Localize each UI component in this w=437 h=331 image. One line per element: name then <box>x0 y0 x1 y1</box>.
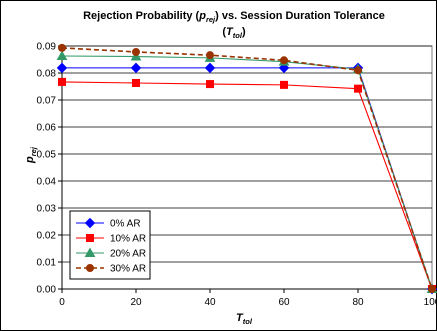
y-tick-label: 0.01 <box>37 258 57 269</box>
legend-marker-2 <box>86 234 94 242</box>
series-3-point <box>130 51 142 61</box>
legend-marker-1 <box>84 217 96 229</box>
y-tick-label: 0.07 <box>37 96 57 107</box>
series-4-point <box>58 43 66 52</box>
series-4-point <box>206 51 214 60</box>
series-2-point <box>132 78 140 87</box>
y-tick-label: 0.08 <box>37 69 57 80</box>
series-4-point <box>428 285 436 293</box>
legend-marker-3 <box>84 247 96 257</box>
x-axis-ticks: 0 20 40 60 80 100 <box>59 288 437 308</box>
chart-title-line2: (Ttol) <box>222 26 246 40</box>
series-line-3 <box>61 55 433 290</box>
series-2-point <box>280 80 288 89</box>
legend-label-1: 0% AR <box>110 219 141 230</box>
x-tick-label: 80 <box>352 297 364 308</box>
series-4-point <box>132 47 140 56</box>
legend-box <box>69 210 151 280</box>
series-4-point <box>280 56 288 65</box>
legend-label-4: 30% AR <box>110 264 146 275</box>
series-4-point <box>354 66 362 75</box>
y-tick-label: 0.03 <box>37 204 57 215</box>
series-2-point <box>354 84 362 93</box>
legend-label-2: 10% AR <box>110 234 146 245</box>
chart-title-line1: Rejection Probability (prej) vs. Session… <box>83 10 385 24</box>
series-line-4 <box>61 47 433 290</box>
x-tick-label: 40 <box>204 297 216 308</box>
series-2-point <box>206 80 214 89</box>
legend: 0% AR 10% AR 20% AR 30% AR <box>69 210 151 280</box>
y-axis-label: prej <box>24 146 38 164</box>
series-2-point <box>58 77 66 86</box>
legend-label-3: 20% AR <box>110 249 146 260</box>
series-1-point <box>204 62 216 74</box>
y-axis-ticks: 0.00 0.01 0.02 0.03 0.04 0.05 0.06 0.07 0.08 0.09 <box>37 42 63 296</box>
series-line-2 <box>61 81 433 290</box>
y-tick-label: 0.00 <box>37 285 57 296</box>
y-tick-label: 0.05 <box>37 150 57 161</box>
series-1-point <box>56 62 68 74</box>
series-1-point <box>130 62 142 74</box>
y-tick-label: 0.06 <box>37 123 57 134</box>
x-tick-label: 60 <box>278 297 290 308</box>
legend-marker-4 <box>86 264 94 272</box>
series-3-point <box>56 50 68 60</box>
y-tick-label: 0.02 <box>37 231 57 242</box>
x-tick-label: 100 <box>424 297 437 308</box>
x-axis-label: Ttol <box>236 312 253 326</box>
series-group <box>56 43 437 295</box>
x-tick-label: 0 <box>59 297 65 308</box>
x-tick-label: 20 <box>130 297 142 308</box>
y-tick-label: 0.09 <box>37 42 57 53</box>
y-tick-label: 0.04 <box>37 177 57 188</box>
